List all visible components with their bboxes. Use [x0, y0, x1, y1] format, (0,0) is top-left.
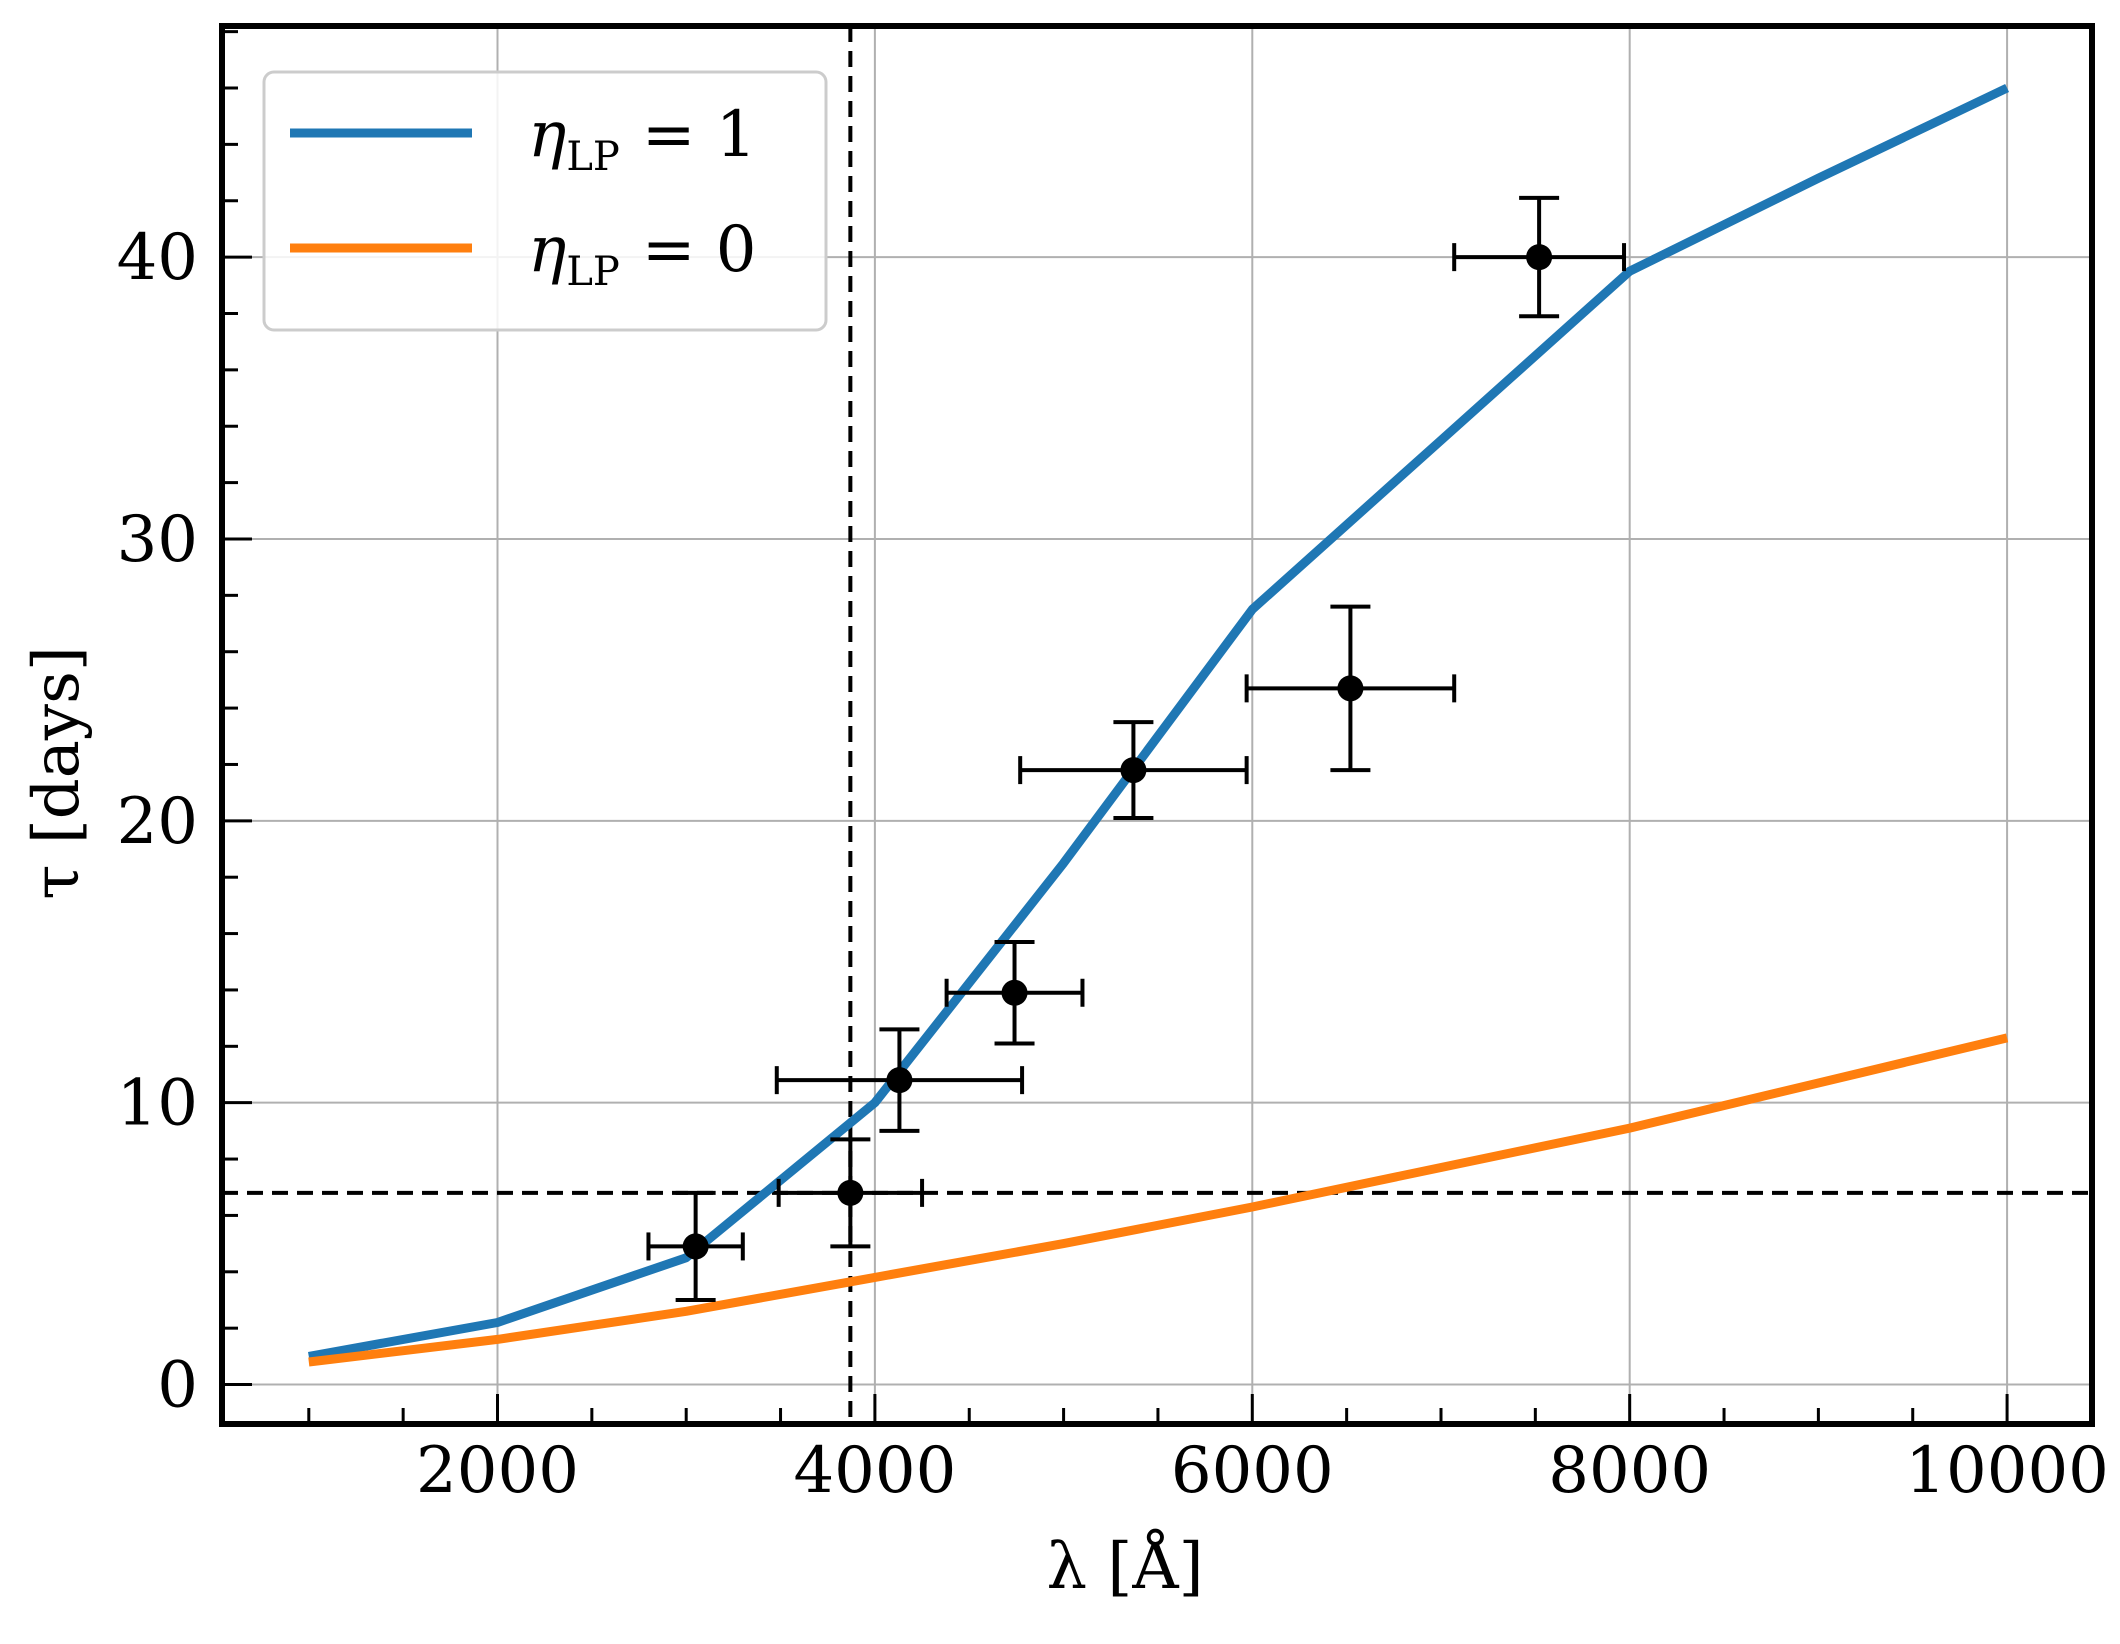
y-tick-label: 0: [157, 1349, 198, 1423]
data-marker: [886, 1067, 913, 1094]
series-line-0: [308, 83, 2010, 1361]
data-point: [1244, 604, 1457, 773]
data-point: [944, 940, 1085, 1046]
legend-rhs: = 1: [642, 98, 757, 172]
data-point: [1452, 195, 1627, 319]
legend-label-eta-0: ηLP = 0: [528, 213, 757, 295]
data-marker: [837, 1179, 864, 1206]
data-marker: [682, 1233, 709, 1260]
y-tick-label: 30: [117, 503, 198, 577]
data-marker: [1120, 757, 1147, 784]
legend-subscript: LP: [566, 134, 619, 180]
data-point: [774, 1027, 1025, 1133]
x-tick-label: 10000: [1905, 1434, 2109, 1508]
series-line-1: [308, 1033, 2009, 1367]
y-axis-label: τ [days]: [20, 646, 94, 900]
error-points: [646, 195, 1627, 1302]
data-marker: [1337, 675, 1364, 702]
x-tick-label: 2000: [416, 1434, 579, 1508]
series-lines: [308, 83, 2010, 1367]
legend: ηLP = 1 ηLP = 0: [262, 70, 828, 332]
legend-label-eta-1: ηLP = 1: [528, 98, 757, 180]
legend-symbol: η: [528, 98, 566, 172]
plot-frame: [219, 23, 2095, 1427]
y-tick-label: 40: [117, 221, 198, 295]
legend-subscript: LP: [566, 249, 619, 295]
data-point: [776, 1137, 925, 1249]
legend-symbol: η: [528, 213, 566, 287]
legend-rhs: = 0: [642, 213, 757, 287]
grid: [222, 26, 2092, 1424]
x-tick-label: 4000: [793, 1434, 956, 1508]
x-axis-label: λ [Å]: [1046, 1529, 1203, 1604]
tick-labels: 2000 4000 6000 8000 10000 0 10 20 30 40: [117, 221, 2109, 1508]
x-tick-label: 8000: [1548, 1434, 1711, 1508]
data-marker: [1526, 244, 1553, 271]
y-tick-label: 10: [117, 1067, 198, 1141]
data-point: [1018, 720, 1249, 821]
x-tick-label: 6000: [1171, 1434, 1334, 1508]
y-tick-label: 20: [117, 785, 198, 859]
data-marker: [1001, 979, 1028, 1006]
data-point: [646, 1190, 745, 1302]
